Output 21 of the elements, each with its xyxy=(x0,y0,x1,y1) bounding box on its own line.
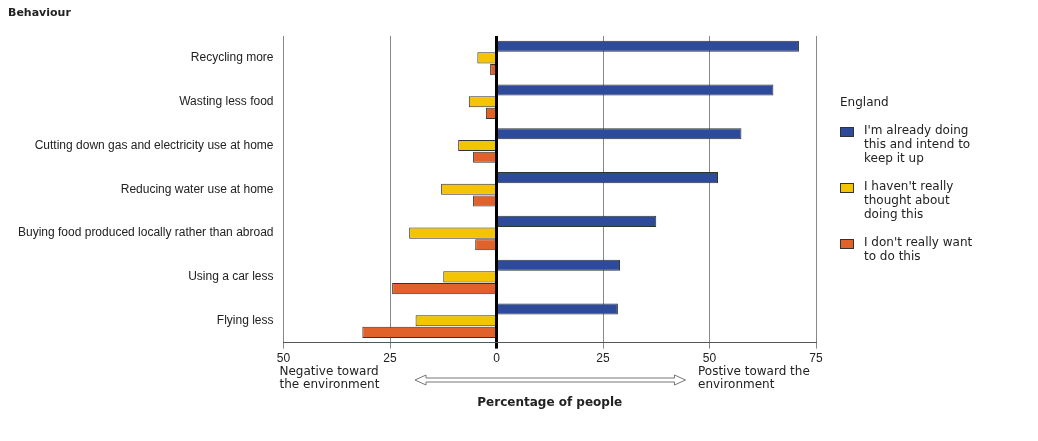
y-tick-label: Recycling more xyxy=(190,50,274,65)
x-tick-label: 25 xyxy=(596,351,610,366)
x-tick-label: 50 xyxy=(702,351,717,366)
y-tick-label: Cutting down gas and electricity use at home xyxy=(34,137,274,152)
x-tick-label: 0 xyxy=(493,351,501,366)
legend-label: I'm already doing this and intend to keep it up xyxy=(864,123,972,165)
y-tick-label: Flying less xyxy=(216,313,274,328)
y-tick-label: Using a car less xyxy=(188,269,274,284)
x-axis-title: Percentage of people xyxy=(476,394,624,409)
legend-label: I haven't really thought about doing this xyxy=(864,179,955,221)
text: Negative toward the environment xyxy=(279,363,381,391)
x-tick-label: 25 xyxy=(383,351,397,366)
y-tick-label: Wasting less food xyxy=(179,94,274,109)
y-tick-label: Buying food produced locally rather than abroad xyxy=(17,225,274,240)
legend-label: I don't really want to do this xyxy=(864,235,974,263)
legend-title: England xyxy=(840,95,890,109)
x-tick-label: 50 xyxy=(276,351,291,366)
y-axis-title: Behaviour xyxy=(8,6,71,19)
x-tick-label: 75 xyxy=(809,351,823,366)
y-tick-label: Reducing water use at home xyxy=(120,181,274,196)
text: Postive toward the environment xyxy=(698,363,811,391)
